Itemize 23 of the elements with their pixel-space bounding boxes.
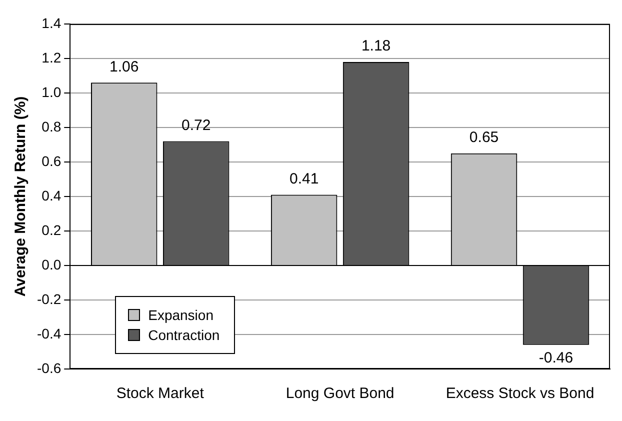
y-tick-label: -0.2 [37,290,62,307]
y-tick-label: 1.4 [42,14,62,31]
y-axis-title: Average Monthly Return (%) [12,96,30,297]
y-tick-label: 0.0 [42,256,62,272]
y-tick-label: -0.6 [37,360,62,376]
y-tick-label: 1.2 [42,49,62,66]
y-tick-label: 0.8 [42,118,62,134]
y-tick-label: -0.4 [37,325,62,342]
data-label: 0.41 [289,170,319,188]
y-tick-label: 0.2 [42,222,62,238]
data-label: 1.06 [110,58,139,76]
y-tick-label: 0.4 [42,187,62,204]
data-label: 1.18 [361,38,391,55]
x-tick-label: Stock Market [116,385,205,402]
legend-label: Contraction [148,327,220,343]
y-tick-label: 1.0 [42,84,62,100]
data-label: 0.65 [469,129,499,146]
data-label: 0.72 [181,116,211,134]
legend-label: Expansion [148,307,214,323]
x-tick-label: Long Govt Bond [286,385,394,402]
y-tick-label: 0.6 [42,152,62,169]
x-tick-label: Excess Stock vs Bond [446,385,594,402]
data-label: -0.46 [538,349,574,366]
